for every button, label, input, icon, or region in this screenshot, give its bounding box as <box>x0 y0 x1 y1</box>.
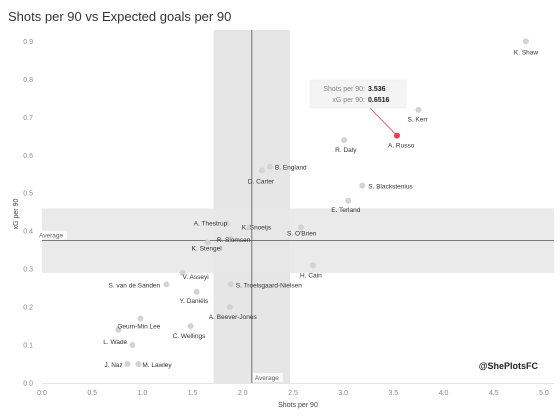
point-label: C. Wellings <box>173 333 207 340</box>
point-label: A. Beever-Jones <box>209 314 258 321</box>
point-label: A. Thestrup <box>194 221 228 228</box>
x-tick-label: 1.5 <box>188 390 198 397</box>
y-tick-label: 0.4 <box>23 229 33 236</box>
point-label: R. Daly <box>335 147 357 154</box>
axes: 0.0 0.5 1.0 1.5 2.0 2.5 3.0 3.5 4.0 4.5 5.0 0.0 0.1 0… <box>23 39 554 397</box>
point-label: K. Stengel <box>192 246 223 253</box>
point-label: L. Wade <box>103 339 127 346</box>
x-tick-label: 0.5 <box>87 390 97 397</box>
point-label: Geum-Min Lee <box>117 323 160 330</box>
average-x-label: Average <box>255 375 279 382</box>
data-point <box>135 361 142 368</box>
point-label: R. Siemsen <box>217 237 251 244</box>
data-point <box>115 326 122 333</box>
data-point <box>226 304 233 311</box>
y-axis-label: xG per 90 <box>13 199 20 230</box>
point-label: A. Russo <box>388 143 415 150</box>
average-bands: Average Average <box>37 30 554 383</box>
point-label: E. Terland <box>331 207 361 214</box>
point-label: J. Naz <box>104 362 122 369</box>
point-labels: K. Shaw S. Kerr R. Daly A. Russo B. EnglandD… <box>103 49 538 369</box>
point-label: Y. Daniëls <box>180 298 210 305</box>
y-tick-label: 0.8 <box>23 77 33 84</box>
data-point <box>193 288 200 295</box>
average-x-label-bg <box>252 373 283 382</box>
point-label: S. Troelsgaard-Nielsen <box>236 282 302 289</box>
point-label: D. Carter <box>248 178 275 185</box>
average-y-label-bg <box>37 230 67 240</box>
x-tick-label: 4.0 <box>439 390 449 397</box>
data-point <box>359 182 366 189</box>
data-point <box>415 106 422 113</box>
point-label: H. Cain <box>300 272 322 279</box>
point-label: K. Snoeijs <box>242 224 272 231</box>
tooltip-box <box>309 79 407 109</box>
y-tick-label: 0.9 <box>23 39 33 46</box>
data-point <box>341 137 348 144</box>
point-label: S. van de Sanden <box>108 282 160 289</box>
x-tick-label: 3.5 <box>389 390 399 397</box>
x-tick-label: 4.5 <box>489 390 499 397</box>
data-point <box>227 235 234 242</box>
x-tick-label: 0.0 <box>37 390 47 397</box>
data-point <box>137 315 144 322</box>
point-label: B. England <box>275 165 307 172</box>
tooltip-y-value: 0.6516 <box>368 97 390 104</box>
y-tick-label: 0.6 <box>23 153 33 160</box>
point-label: S. O'Brien <box>287 230 317 237</box>
data-point <box>227 281 234 288</box>
x-tick-label: 5.0 <box>539 390 549 397</box>
x-tick-label: 2.0 <box>238 390 248 397</box>
y-tick-label: 0.3 <box>23 267 33 274</box>
data-point <box>187 323 194 330</box>
average-y-label: Average <box>39 233 63 240</box>
data-point <box>124 361 131 368</box>
y-tick-label: 0.5 <box>23 191 33 198</box>
data-point <box>223 220 230 227</box>
point-label: V. Asseyi <box>183 274 209 281</box>
y-tick-label: 0.0 <box>23 381 33 388</box>
data-point <box>266 163 273 170</box>
x-tick-label: 3.0 <box>338 390 348 397</box>
tooltip-x-value: 3.536 <box>368 86 386 93</box>
x-axis-label: Shots per 90 <box>278 402 318 409</box>
data-point <box>246 224 253 231</box>
tooltip-pointer <box>369 107 398 136</box>
data-point <box>522 38 529 45</box>
point-label: S. Blackstenius <box>368 184 413 191</box>
data-point <box>204 239 211 246</box>
data-point <box>345 197 352 204</box>
point-label: S. Kerr <box>407 117 428 124</box>
y-tick-label: 0.2 <box>23 305 33 312</box>
tooltip-x-label: Shots per 90: <box>323 86 365 93</box>
data-point <box>310 262 317 269</box>
point-label: M. Lawley <box>142 362 172 369</box>
tooltip-y-label: xG per 90: <box>332 97 365 104</box>
data-point <box>298 224 305 231</box>
data-point <box>129 342 136 349</box>
data-point <box>258 167 265 174</box>
chart-title: Shots per 90 vs Expected goals per 90 <box>8 9 231 24</box>
y-tick-label: 0.7 <box>23 115 33 122</box>
data-point <box>179 269 186 276</box>
x-tick-label: 1.0 <box>138 390 148 397</box>
data-points <box>115 38 529 368</box>
x-tick-label: 2.5 <box>288 390 298 397</box>
point-label: K. Shaw <box>514 49 539 56</box>
data-point <box>163 281 170 288</box>
credit-text: @ShePlotsFC <box>479 361 539 371</box>
y-tick-label: 0.1 <box>23 343 33 350</box>
